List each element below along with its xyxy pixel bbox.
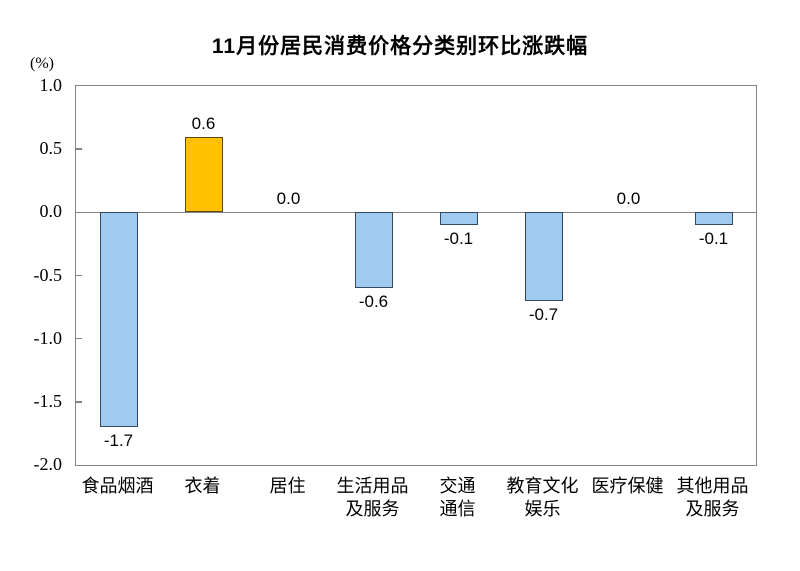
category-label-line: 医疗保健 [591, 476, 664, 496]
category-label: 生活用品 及服务 [321, 475, 425, 521]
bar-value-label: -0.7 [528, 304, 559, 324]
category-label-line: 交通 [439, 476, 476, 496]
y-axis-tick-mark [76, 211, 82, 214]
y-axis-tick-label: -2.0 [33, 454, 63, 474]
category-label: 教育文化 娱乐 [491, 475, 595, 521]
bar-value-label: 0.0 [616, 189, 641, 209]
y-axis-tick-label: -1.0 [33, 327, 63, 348]
y-axis-tick-label: 1.0 [39, 75, 63, 95]
y-axis-unit-label: (%) [30, 55, 54, 72]
category-label-line: 及服务 [685, 499, 740, 519]
bar-value-label: -0.1 [443, 228, 474, 248]
category-label: 其他用品 及服务 [661, 475, 765, 521]
category-label-line: 衣着 [184, 476, 221, 496]
category-label-line: 及服务 [345, 499, 400, 519]
category-label-line: 娱乐 [524, 499, 561, 519]
bar-negative [439, 212, 478, 225]
bar-negative [524, 212, 563, 301]
category-label: 交通 通信 [406, 475, 510, 521]
bar-positive [184, 136, 223, 213]
bar-negative [99, 212, 138, 428]
y-axis-tick-mark [76, 401, 82, 403]
bar-negative [694, 212, 733, 225]
category-label: 医疗保健 [576, 475, 680, 498]
category-label-line: 教育文化 [506, 476, 579, 496]
category-label-line: 生活用品 [336, 476, 409, 496]
category-label: 食品烟酒 [66, 475, 170, 498]
bar-value-label: -0.6 [358, 292, 389, 312]
bar-value-label: 0.6 [191, 113, 216, 133]
bar-value-label: 0.0 [276, 189, 301, 209]
category-label-line: 食品烟酒 [81, 476, 154, 496]
y-axis-tick-label: -1.5 [33, 390, 63, 411]
y-axis-tick-label: 0.0 [39, 201, 63, 222]
category-label: 居住 [236, 475, 340, 498]
category-label: 衣着 [151, 475, 255, 498]
category-label-line: 居住 [269, 476, 306, 496]
y-axis-tick-mark [76, 148, 82, 150]
bar-negative [354, 212, 393, 289]
plot-area: -1.7 0.6 0.0 -0.6 -0.1 -0.7 0.0 -0.1 [75, 85, 757, 466]
bar-value-label: -0.1 [698, 228, 729, 248]
y-axis-tick-mark [76, 274, 82, 277]
zero-axis-line [76, 211, 756, 214]
y-axis-tick-label: 0.5 [39, 138, 63, 159]
y-axis-tick-mark [76, 337, 82, 340]
chart-title: 11月份居民消费价格分类别环比涨跌幅 [211, 35, 589, 58]
category-label-line: 通信 [439, 499, 476, 519]
category-label-line: 其他用品 [676, 476, 749, 496]
y-axis-tick-label: -0.5 [33, 264, 63, 285]
bar-value-label: -1.7 [103, 431, 134, 451]
